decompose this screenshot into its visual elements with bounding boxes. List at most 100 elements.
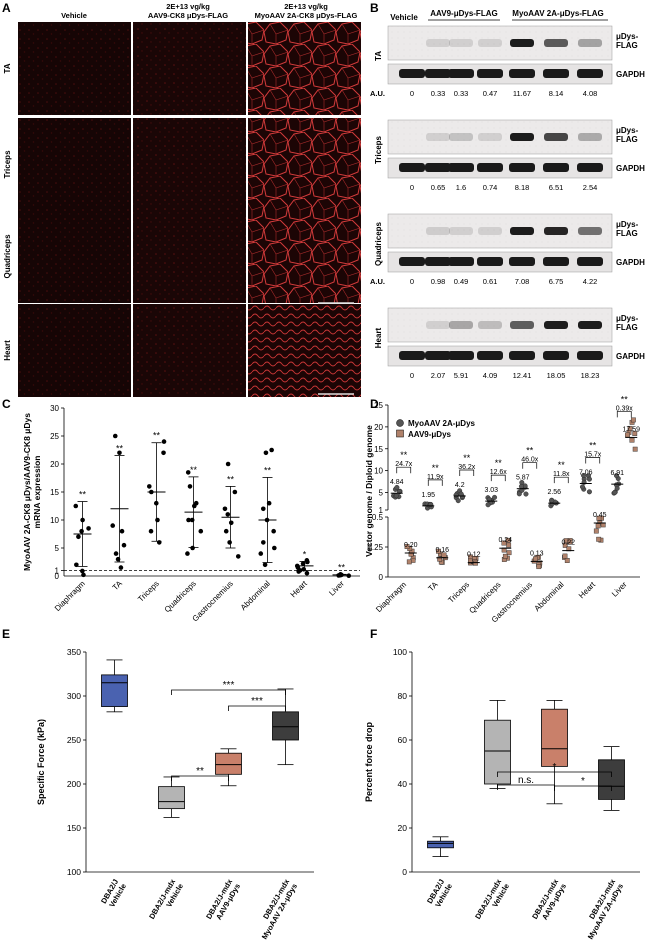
band-udys xyxy=(544,39,568,47)
label-gapdh: GAPDH xyxy=(616,70,645,79)
x-tick-label: Triceps xyxy=(446,580,471,605)
band-udys xyxy=(544,321,568,329)
x-tick-label: Triceps xyxy=(136,579,161,604)
data-point-myoaav xyxy=(586,476,592,482)
data-point xyxy=(161,439,167,444)
x-tick-label: DBA2/JVehicle xyxy=(425,878,454,910)
tissue-label-quadriceps: Quadriceps xyxy=(374,221,383,266)
panel-a: A Vehicle 2E+13 vg/kg AAV9-CK8 μDys-FLAG 2E+… xyxy=(2,1,361,397)
y-tick-label: 300 xyxy=(67,691,81,701)
legend-marker-aav9 xyxy=(396,429,404,438)
band-gapdh xyxy=(477,69,503,78)
band-gapdh xyxy=(477,257,503,266)
data-point xyxy=(294,563,300,569)
au-value: 0.61 xyxy=(483,277,498,286)
data-point-aav9 xyxy=(567,538,573,543)
comparison-bracket xyxy=(490,474,506,482)
band-gapdh xyxy=(577,351,603,360)
comparison-bracket xyxy=(228,705,286,711)
band-gapdh xyxy=(577,69,603,78)
blot-udys-ta xyxy=(387,25,613,61)
au-value: 11.67 xyxy=(513,89,531,98)
band-gapdh xyxy=(425,69,451,78)
au-value: 6.51 xyxy=(549,183,564,192)
y-tick-label: 200 xyxy=(67,779,81,789)
au-value: 0.74 xyxy=(483,183,498,192)
header-vehicle: Vehicle xyxy=(390,13,418,22)
panel-b: B Vehicle AAV9-μDys-FLAG MyoAAV 2A-μDys-FLA… xyxy=(370,1,645,380)
comparison-bracket xyxy=(585,457,601,464)
data-point xyxy=(74,562,79,568)
y-tick-label: 20 xyxy=(374,423,383,432)
band-udys xyxy=(426,227,450,235)
data-point-myoaav xyxy=(516,491,522,497)
comparison-bracket xyxy=(497,771,612,777)
micrograph-ta-2 xyxy=(248,22,361,115)
box xyxy=(272,711,299,741)
mean-label-myoaav: 5.87 xyxy=(516,475,530,482)
data-point xyxy=(271,528,276,534)
data-point xyxy=(263,450,269,456)
au-value: 4.22 xyxy=(583,277,598,286)
col-label-vehicle: Vehicle xyxy=(61,11,87,20)
label-gapdh: GAPDH xyxy=(616,352,645,361)
data-point xyxy=(79,528,84,534)
x-tick-label: DBA2/J-mdxMyoAAV 2A-μDys xyxy=(578,877,625,941)
col-label-aav9: 2E+13 vg/kg AAV9-CK8 μDys-FLAG xyxy=(148,2,228,20)
band-udys xyxy=(510,39,534,47)
y-tick-label: 100 xyxy=(67,867,81,877)
au-value: 2.07 xyxy=(431,371,446,380)
data-point xyxy=(301,566,307,572)
data-point-aav9 xyxy=(506,542,512,548)
mean-label-myoaav: 6.91 xyxy=(610,470,624,477)
data-point xyxy=(261,540,266,545)
band-udys xyxy=(449,39,473,47)
data-point-myoaav xyxy=(586,489,592,495)
x-tick-label: TA xyxy=(111,579,125,593)
band-gapdh xyxy=(543,69,569,78)
fold-label: 0.39x xyxy=(616,405,634,412)
au-value: 4.08 xyxy=(583,89,598,98)
band-udys xyxy=(478,227,502,235)
blot-udys-heart xyxy=(387,307,613,343)
au-value: 8.14 xyxy=(549,89,564,98)
panel-letter-B: B xyxy=(370,1,379,15)
band-udys xyxy=(578,321,602,329)
mean-label-aav9: 0.13 xyxy=(530,550,544,557)
y-tick-label: 25 xyxy=(374,401,383,410)
au-value: 0.98 xyxy=(431,277,446,286)
au-value: 0 xyxy=(410,277,414,286)
blot-udys-triceps xyxy=(387,119,613,155)
x-tick-label: Diaphragm xyxy=(374,580,408,614)
mean-label-myoaav: 4.84 xyxy=(390,479,404,486)
data-point xyxy=(189,517,195,523)
band-udys xyxy=(578,39,602,47)
micrograph-quadriceps-1 xyxy=(133,210,246,303)
y-tick-label: 0 xyxy=(55,572,60,581)
band-udys xyxy=(578,133,602,141)
data-point-myoaav xyxy=(455,498,461,504)
data-point-aav9 xyxy=(593,528,599,534)
y-axis-label: Percent force drop xyxy=(364,721,374,802)
band-gapdh xyxy=(543,163,569,172)
micrograph-heart-0 xyxy=(18,304,131,397)
au-value: 0.49 xyxy=(454,277,469,286)
significance-label: ** xyxy=(79,490,87,500)
row-label-triceps: Triceps xyxy=(3,150,12,179)
significance-label: ** xyxy=(400,450,408,460)
y-tick-label: 0 xyxy=(402,867,407,877)
data-point xyxy=(264,517,270,523)
y-axis-label: Vector genome / Diploid genome xyxy=(364,425,374,557)
band-udys xyxy=(478,39,502,47)
x-tick-label: Liver xyxy=(327,579,346,598)
y-tick-label: 5 xyxy=(379,489,384,498)
data-point xyxy=(228,520,234,526)
data-point xyxy=(223,528,229,534)
data-point xyxy=(80,568,85,574)
fold-label: 36.2x xyxy=(458,464,476,471)
header-myoaav: MyoAAV 2A-μDys-FLAG xyxy=(512,9,603,18)
band-gapdh xyxy=(399,163,425,172)
au-value: 1.6 xyxy=(456,183,466,192)
band-gapdh xyxy=(509,163,535,172)
data-point-myoaav xyxy=(549,497,555,503)
